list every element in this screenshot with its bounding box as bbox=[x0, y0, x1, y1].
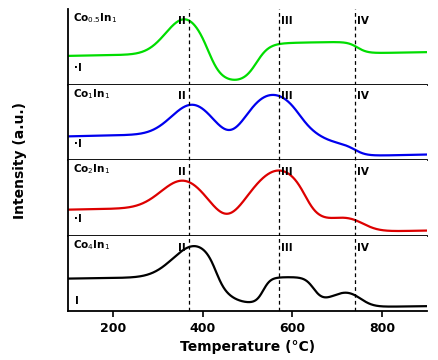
Text: IV: IV bbox=[357, 167, 369, 177]
Text: III: III bbox=[281, 243, 292, 253]
Text: I: I bbox=[74, 296, 78, 306]
Text: II: II bbox=[178, 91, 186, 102]
Text: III: III bbox=[281, 167, 292, 177]
Text: III: III bbox=[281, 16, 292, 26]
Text: III: III bbox=[281, 91, 292, 102]
Text: Co$_2$In$_1$: Co$_2$In$_1$ bbox=[73, 162, 110, 176]
Text: ·I: ·I bbox=[74, 63, 81, 73]
Text: IV: IV bbox=[357, 91, 369, 102]
Text: ·I: ·I bbox=[74, 139, 81, 149]
Text: ·I: ·I bbox=[74, 214, 81, 224]
Text: Co$_{0.5}$In$_1$: Co$_{0.5}$In$_1$ bbox=[73, 11, 117, 25]
Text: IV: IV bbox=[357, 16, 369, 26]
X-axis label: Temperature (°C): Temperature (°C) bbox=[180, 340, 315, 354]
Text: IV: IV bbox=[357, 243, 369, 253]
Text: II: II bbox=[178, 243, 186, 253]
Text: Intensity (a.u.): Intensity (a.u.) bbox=[13, 102, 27, 219]
Text: Co$_4$In$_1$: Co$_4$In$_1$ bbox=[73, 238, 110, 252]
Text: II: II bbox=[178, 167, 186, 177]
Text: II: II bbox=[178, 16, 186, 26]
Text: Co$_1$In$_1$: Co$_1$In$_1$ bbox=[73, 87, 110, 101]
